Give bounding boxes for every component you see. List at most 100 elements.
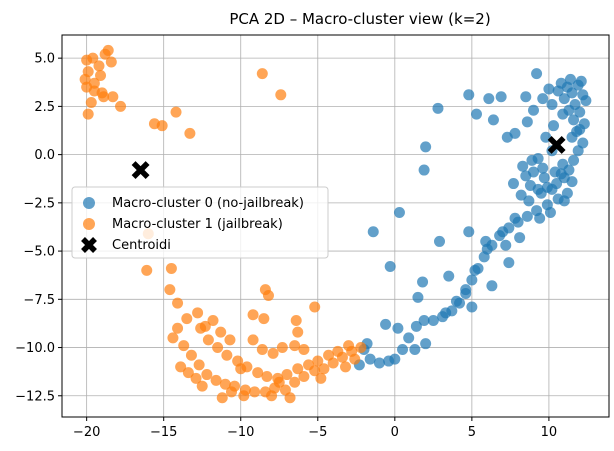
data-point: [574, 124, 586, 136]
legend-marker-centroid: [81, 237, 97, 253]
y-tick-label: 5.0: [34, 52, 55, 67]
data-point: [487, 114, 499, 126]
data-point: [432, 102, 444, 114]
data-point: [420, 141, 432, 153]
data-point: [521, 210, 533, 222]
data-point: [256, 343, 268, 355]
y-tick-label: −12.5: [15, 389, 55, 404]
data-point: [572, 145, 584, 157]
data-point: [497, 226, 509, 238]
data-point: [275, 89, 287, 101]
data-point: [523, 195, 535, 207]
data-point: [95, 70, 107, 82]
data-point: [164, 284, 176, 296]
data-point: [292, 326, 304, 338]
data-point: [185, 349, 197, 361]
x-tick-label: 0: [391, 425, 399, 440]
data-point: [195, 322, 207, 334]
data-point: [261, 370, 273, 382]
data-point: [500, 239, 512, 251]
data-point: [340, 361, 352, 373]
data-point: [427, 315, 439, 327]
data-point: [397, 343, 409, 355]
data-point: [167, 332, 179, 344]
data-point: [247, 309, 259, 321]
y-tick-label: 0.0: [34, 148, 55, 163]
x-tick-label: −10: [227, 425, 254, 440]
data-point: [514, 232, 526, 244]
data-point: [238, 390, 250, 402]
data-point: [312, 355, 324, 367]
data-point: [537, 162, 549, 174]
data-point: [273, 376, 285, 388]
data-point: [574, 106, 586, 118]
legend-label-centroid: Centroidi: [112, 238, 171, 253]
data-point: [544, 206, 556, 218]
data-point: [207, 315, 219, 327]
data-point: [292, 363, 304, 375]
data-point: [284, 392, 296, 404]
data-point: [517, 160, 529, 172]
data-point: [393, 206, 405, 218]
series-macro-cluster-0: [353, 68, 592, 371]
data-point: [178, 340, 190, 352]
data-point: [507, 178, 519, 190]
data-point: [192, 307, 204, 319]
data-point: [527, 166, 539, 178]
data-point: [575, 75, 587, 87]
data-point: [172, 297, 184, 309]
data-point: [210, 374, 222, 386]
data-point: [543, 83, 555, 95]
plot-frame: [61, 34, 610, 418]
data-point: [215, 326, 227, 338]
data-point: [392, 322, 404, 334]
data-point: [420, 338, 432, 350]
data-point: [480, 235, 492, 247]
data-point: [266, 390, 278, 402]
data-point: [172, 322, 184, 334]
data-point: [557, 108, 569, 120]
data-point: [531, 68, 543, 80]
data-point: [115, 100, 127, 112]
data-point: [566, 131, 578, 143]
data-point: [141, 264, 153, 276]
data-point: [303, 359, 315, 371]
data-point: [403, 332, 415, 344]
data-point: [221, 349, 233, 361]
data-point: [503, 257, 515, 269]
data-point: [181, 313, 193, 325]
data-point: [557, 158, 569, 170]
data-point: [555, 168, 567, 180]
series-macro-cluster-1: [79, 44, 367, 404]
data-point: [564, 73, 576, 85]
data-point: [450, 295, 462, 307]
legend: Macro-cluster 0 (no-jailbreak) Macro-clu…: [71, 186, 329, 259]
data-point: [156, 120, 168, 132]
data-point: [85, 97, 97, 109]
data-point: [417, 276, 429, 288]
data-point: [463, 89, 475, 101]
data-point: [546, 183, 558, 195]
data-point: [276, 342, 288, 354]
centroid-marker: [131, 161, 150, 179]
data-point: [202, 334, 214, 346]
data-point: [515, 189, 527, 201]
data-point: [520, 91, 532, 103]
data-point: [566, 87, 578, 99]
data-point: [418, 315, 430, 327]
data-point: [224, 334, 236, 346]
legend-label-cluster-1: Macro-cluster 1 (jailbreak): [112, 217, 283, 232]
y-tick-label: −10.0: [15, 341, 55, 356]
data-point: [82, 108, 94, 120]
data-point: [443, 270, 455, 282]
x-tick-label: 10: [541, 425, 558, 440]
centroid-legend-glyph: [81, 237, 97, 253]
data-point: [190, 372, 202, 384]
x-tick-label: 5: [468, 425, 476, 440]
data-point: [558, 93, 570, 105]
x-tick-label: −20: [73, 425, 100, 440]
data-point: [552, 85, 564, 97]
data-point: [486, 280, 498, 292]
data-point: [281, 369, 293, 381]
data-point: [343, 340, 355, 352]
